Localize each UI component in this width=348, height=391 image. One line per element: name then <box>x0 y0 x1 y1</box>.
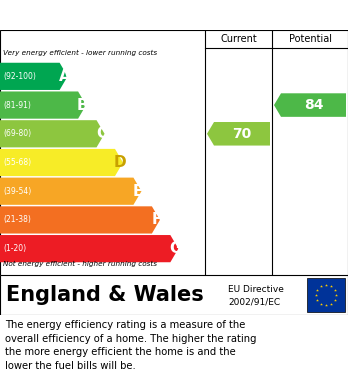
Text: The energy efficiency rating is a measure of the
overall efficiency of a home. T: The energy efficiency rating is a measur… <box>5 320 256 371</box>
Text: (39-54): (39-54) <box>3 187 31 196</box>
Text: C: C <box>96 126 107 141</box>
Text: E: E <box>133 184 143 199</box>
Text: 84: 84 <box>304 98 323 112</box>
Text: EU Directive: EU Directive <box>228 285 284 294</box>
Text: Energy Efficiency Rating: Energy Efficiency Rating <box>60 6 288 24</box>
Text: (21-38): (21-38) <box>3 215 31 224</box>
Polygon shape <box>0 149 123 176</box>
Text: (92-100): (92-100) <box>3 72 36 81</box>
Text: England & Wales: England & Wales <box>6 285 204 305</box>
Polygon shape <box>0 120 104 147</box>
Text: 70: 70 <box>232 127 252 141</box>
Text: (1-20): (1-20) <box>3 244 26 253</box>
Polygon shape <box>0 178 141 205</box>
Text: Very energy efficient - lower running costs: Very energy efficient - lower running co… <box>3 50 157 56</box>
Text: Potential: Potential <box>288 34 332 44</box>
Polygon shape <box>0 63 68 90</box>
Polygon shape <box>274 93 346 117</box>
Text: F: F <box>151 212 162 228</box>
Text: (55-68): (55-68) <box>3 158 31 167</box>
Bar <box>307 278 345 312</box>
Text: D: D <box>113 155 126 170</box>
Text: (69-80): (69-80) <box>3 129 31 138</box>
Text: A: A <box>58 69 70 84</box>
Text: G: G <box>169 241 181 256</box>
Polygon shape <box>0 91 86 119</box>
Text: 2002/91/EC: 2002/91/EC <box>228 298 280 307</box>
Text: Not energy efficient - higher running costs: Not energy efficient - higher running co… <box>3 261 157 267</box>
Text: B: B <box>77 98 89 113</box>
Text: (81-91): (81-91) <box>3 100 31 109</box>
Polygon shape <box>0 206 160 233</box>
Text: Current: Current <box>220 34 257 44</box>
Polygon shape <box>207 122 270 145</box>
Polygon shape <box>0 235 178 262</box>
